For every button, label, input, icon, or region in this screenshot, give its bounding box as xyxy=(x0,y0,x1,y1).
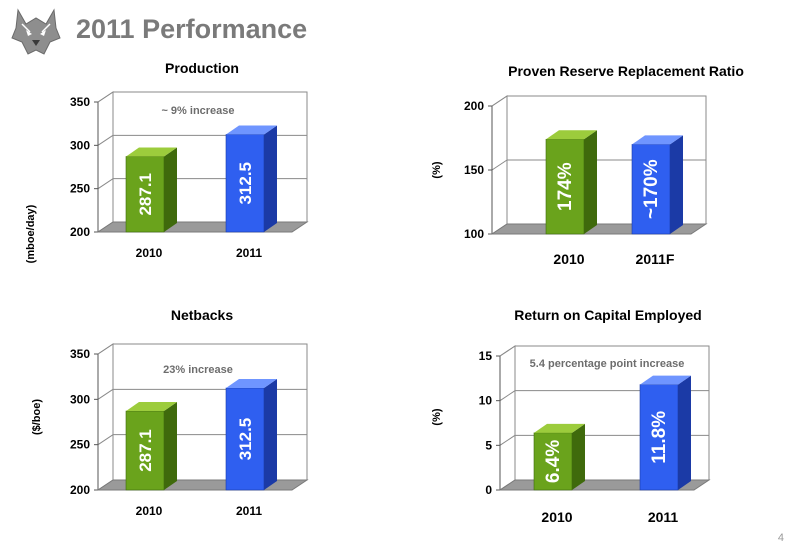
data-label: 174% xyxy=(555,162,576,211)
y-tick-label: 10 xyxy=(479,394,493,408)
y-axis-label: (%) xyxy=(431,408,443,425)
gridline-side xyxy=(97,388,114,400)
bar-side-2011 xyxy=(264,379,277,490)
bar-2011 xyxy=(639,384,679,491)
x-tick-label: 2011F xyxy=(636,251,675,267)
gridline-side xyxy=(97,91,114,103)
bar-2010 xyxy=(545,138,585,235)
y-tick-label: 100 xyxy=(464,227,484,241)
x-tick-label: 2010 xyxy=(136,246,163,260)
data-label: 6.4% xyxy=(543,440,564,483)
data-label: 312.5 xyxy=(236,418,255,461)
y-axis-label: ($/boe) xyxy=(31,399,43,435)
chart-title: Netbacks xyxy=(171,307,233,323)
bar-top-2010 xyxy=(534,423,585,433)
gridline-side xyxy=(491,95,508,107)
roce-chart: Return on Capital Employed 0 5 10 15 (%) 5.4 p… xyxy=(431,307,711,525)
x-tick-label: 2010 xyxy=(136,504,163,518)
y-tick-label: 200 xyxy=(464,99,484,113)
y-tick-label: 350 xyxy=(70,347,90,361)
plot-side-wall xyxy=(97,343,114,491)
gridline-side xyxy=(499,390,516,402)
production-chart: Production 200 250 300 350 (mboe/day) ~ 9% inc… xyxy=(25,60,309,263)
bar-side-2011F xyxy=(670,135,683,234)
plot-side-wall xyxy=(97,91,114,233)
gridline-side xyxy=(97,134,114,146)
gridline-side xyxy=(491,159,508,171)
page-number: 4 xyxy=(777,532,784,544)
bar-2011 xyxy=(225,134,265,233)
bar-top-2010 xyxy=(126,147,177,157)
bar-side-2010 xyxy=(584,130,597,234)
chart-annotation: 23% increase xyxy=(163,364,233,376)
y-tick-label: 300 xyxy=(70,392,90,406)
chart-annotation: 5.4 percentage point increase xyxy=(530,358,685,370)
gridline-side xyxy=(97,178,114,190)
x-tick-label: 2010 xyxy=(541,509,572,525)
chart-title: Proven Reserve Replacement Ratio xyxy=(508,63,744,79)
bar-top-2011 xyxy=(226,379,277,388)
husky-head-icon xyxy=(11,8,61,55)
bar-side-2010 xyxy=(164,402,177,490)
bar-top-2011 xyxy=(226,125,277,135)
y-tick-label: 5 xyxy=(485,438,492,452)
plot-side-wall xyxy=(499,345,516,491)
y-tick-label: 15 xyxy=(479,349,493,363)
x-tick-label: 2011 xyxy=(236,246,262,260)
gridline-side xyxy=(97,343,114,355)
y-tick-label: 250 xyxy=(70,438,90,452)
bar-2010 xyxy=(533,432,573,491)
data-label: 11.8% xyxy=(649,411,670,464)
gridline-side xyxy=(499,434,516,446)
bar-side-2010 xyxy=(572,423,585,490)
y-tick-label: 250 xyxy=(70,182,90,196)
chart-title: Return on Capital Employed xyxy=(514,307,701,323)
data-label: 287.1 xyxy=(136,173,155,216)
reserve-replacement-chart: Proven Reserve Replacement Ratio 100 150 20… xyxy=(431,63,744,267)
data-label: ~170% xyxy=(641,159,662,219)
y-tick-label: 150 xyxy=(464,163,484,177)
x-tick-label: 2010 xyxy=(553,251,584,267)
bar-top-2010 xyxy=(546,130,597,140)
bar-top-2011 xyxy=(640,375,691,385)
y-tick-label: 0 xyxy=(485,483,492,497)
gridline-side xyxy=(499,345,516,357)
bar-top-2010 xyxy=(126,402,177,412)
bar-2010 xyxy=(125,410,165,491)
bar-side-2010 xyxy=(164,147,177,232)
bar-top-2011F xyxy=(632,135,683,145)
netbacks-chart: Netbacks 200 250 300 350 ($/boe) 23% increase 2… xyxy=(31,307,309,518)
y-axis-label: (%) xyxy=(431,161,443,178)
chart-annotation: ~ 9% increase xyxy=(161,105,234,117)
bar-side-2011 xyxy=(264,125,277,232)
data-label: 312.5 xyxy=(236,162,255,205)
y-tick-label: 300 xyxy=(70,138,90,152)
bar-2011F xyxy=(631,144,671,235)
bar-side-2011 xyxy=(678,375,691,490)
x-tick-label: 2011 xyxy=(648,509,679,525)
x-tick-label: 2011 xyxy=(236,504,262,518)
y-axis-label: (mboe/day) xyxy=(25,204,37,263)
chart-title: Production xyxy=(165,60,239,76)
data-label: 287.1 xyxy=(136,429,155,472)
page-title: 2011 Performance xyxy=(76,14,308,44)
gridline-side xyxy=(97,434,114,446)
y-tick-label: 200 xyxy=(70,483,90,497)
y-tick-label: 200 xyxy=(70,225,90,239)
y-tick-label: 350 xyxy=(70,95,90,109)
